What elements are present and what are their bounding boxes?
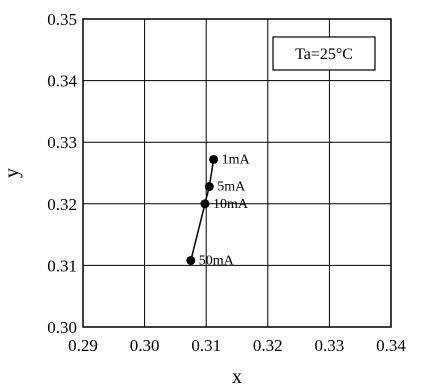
y-tick-label: 0.32 [47, 195, 77, 214]
point-label: 5mA [217, 180, 246, 195]
x-tick-label: 0.29 [68, 336, 98, 355]
data-point [209, 154, 219, 164]
tick-labels: 0.29 0.30 0.31 0.32 0.33 0.340.300.310.320.33… [47, 10, 406, 355]
x-tick-label: 0.32 [253, 336, 283, 355]
y-axis-label: y [1, 168, 23, 178]
data-point [200, 199, 210, 209]
y-tick-label: 0.33 [47, 133, 77, 152]
y-tick-label: 0.30 [47, 318, 77, 337]
series-layer: 1mA 5mA 10mA 50mA [186, 152, 250, 268]
x-tick-label: 0.34 [376, 336, 406, 355]
x-tick-label: 0.30 [130, 336, 160, 355]
y-tick-label: 0.31 [47, 256, 77, 275]
annotation-box: Ta=25°C [272, 36, 376, 71]
x-tick-label: 0.33 [315, 336, 345, 355]
point-label: 1mA [222, 152, 251, 167]
x-tick-label: 0.31 [191, 336, 221, 355]
point-label: 10mA [213, 197, 249, 212]
point-label: 50mA [199, 253, 235, 268]
y-tick-label: 0.35 [47, 10, 77, 29]
data-point [204, 182, 214, 192]
annotation-text: Ta=25°C [295, 46, 353, 63]
annotation-box-frame [272, 36, 376, 71]
data-point [186, 255, 196, 265]
series-line [190, 159, 215, 261]
plot-frame [82, 18, 392, 328]
x-axis-label: x [232, 366, 242, 387]
y-tick-label: 0.34 [47, 72, 77, 91]
